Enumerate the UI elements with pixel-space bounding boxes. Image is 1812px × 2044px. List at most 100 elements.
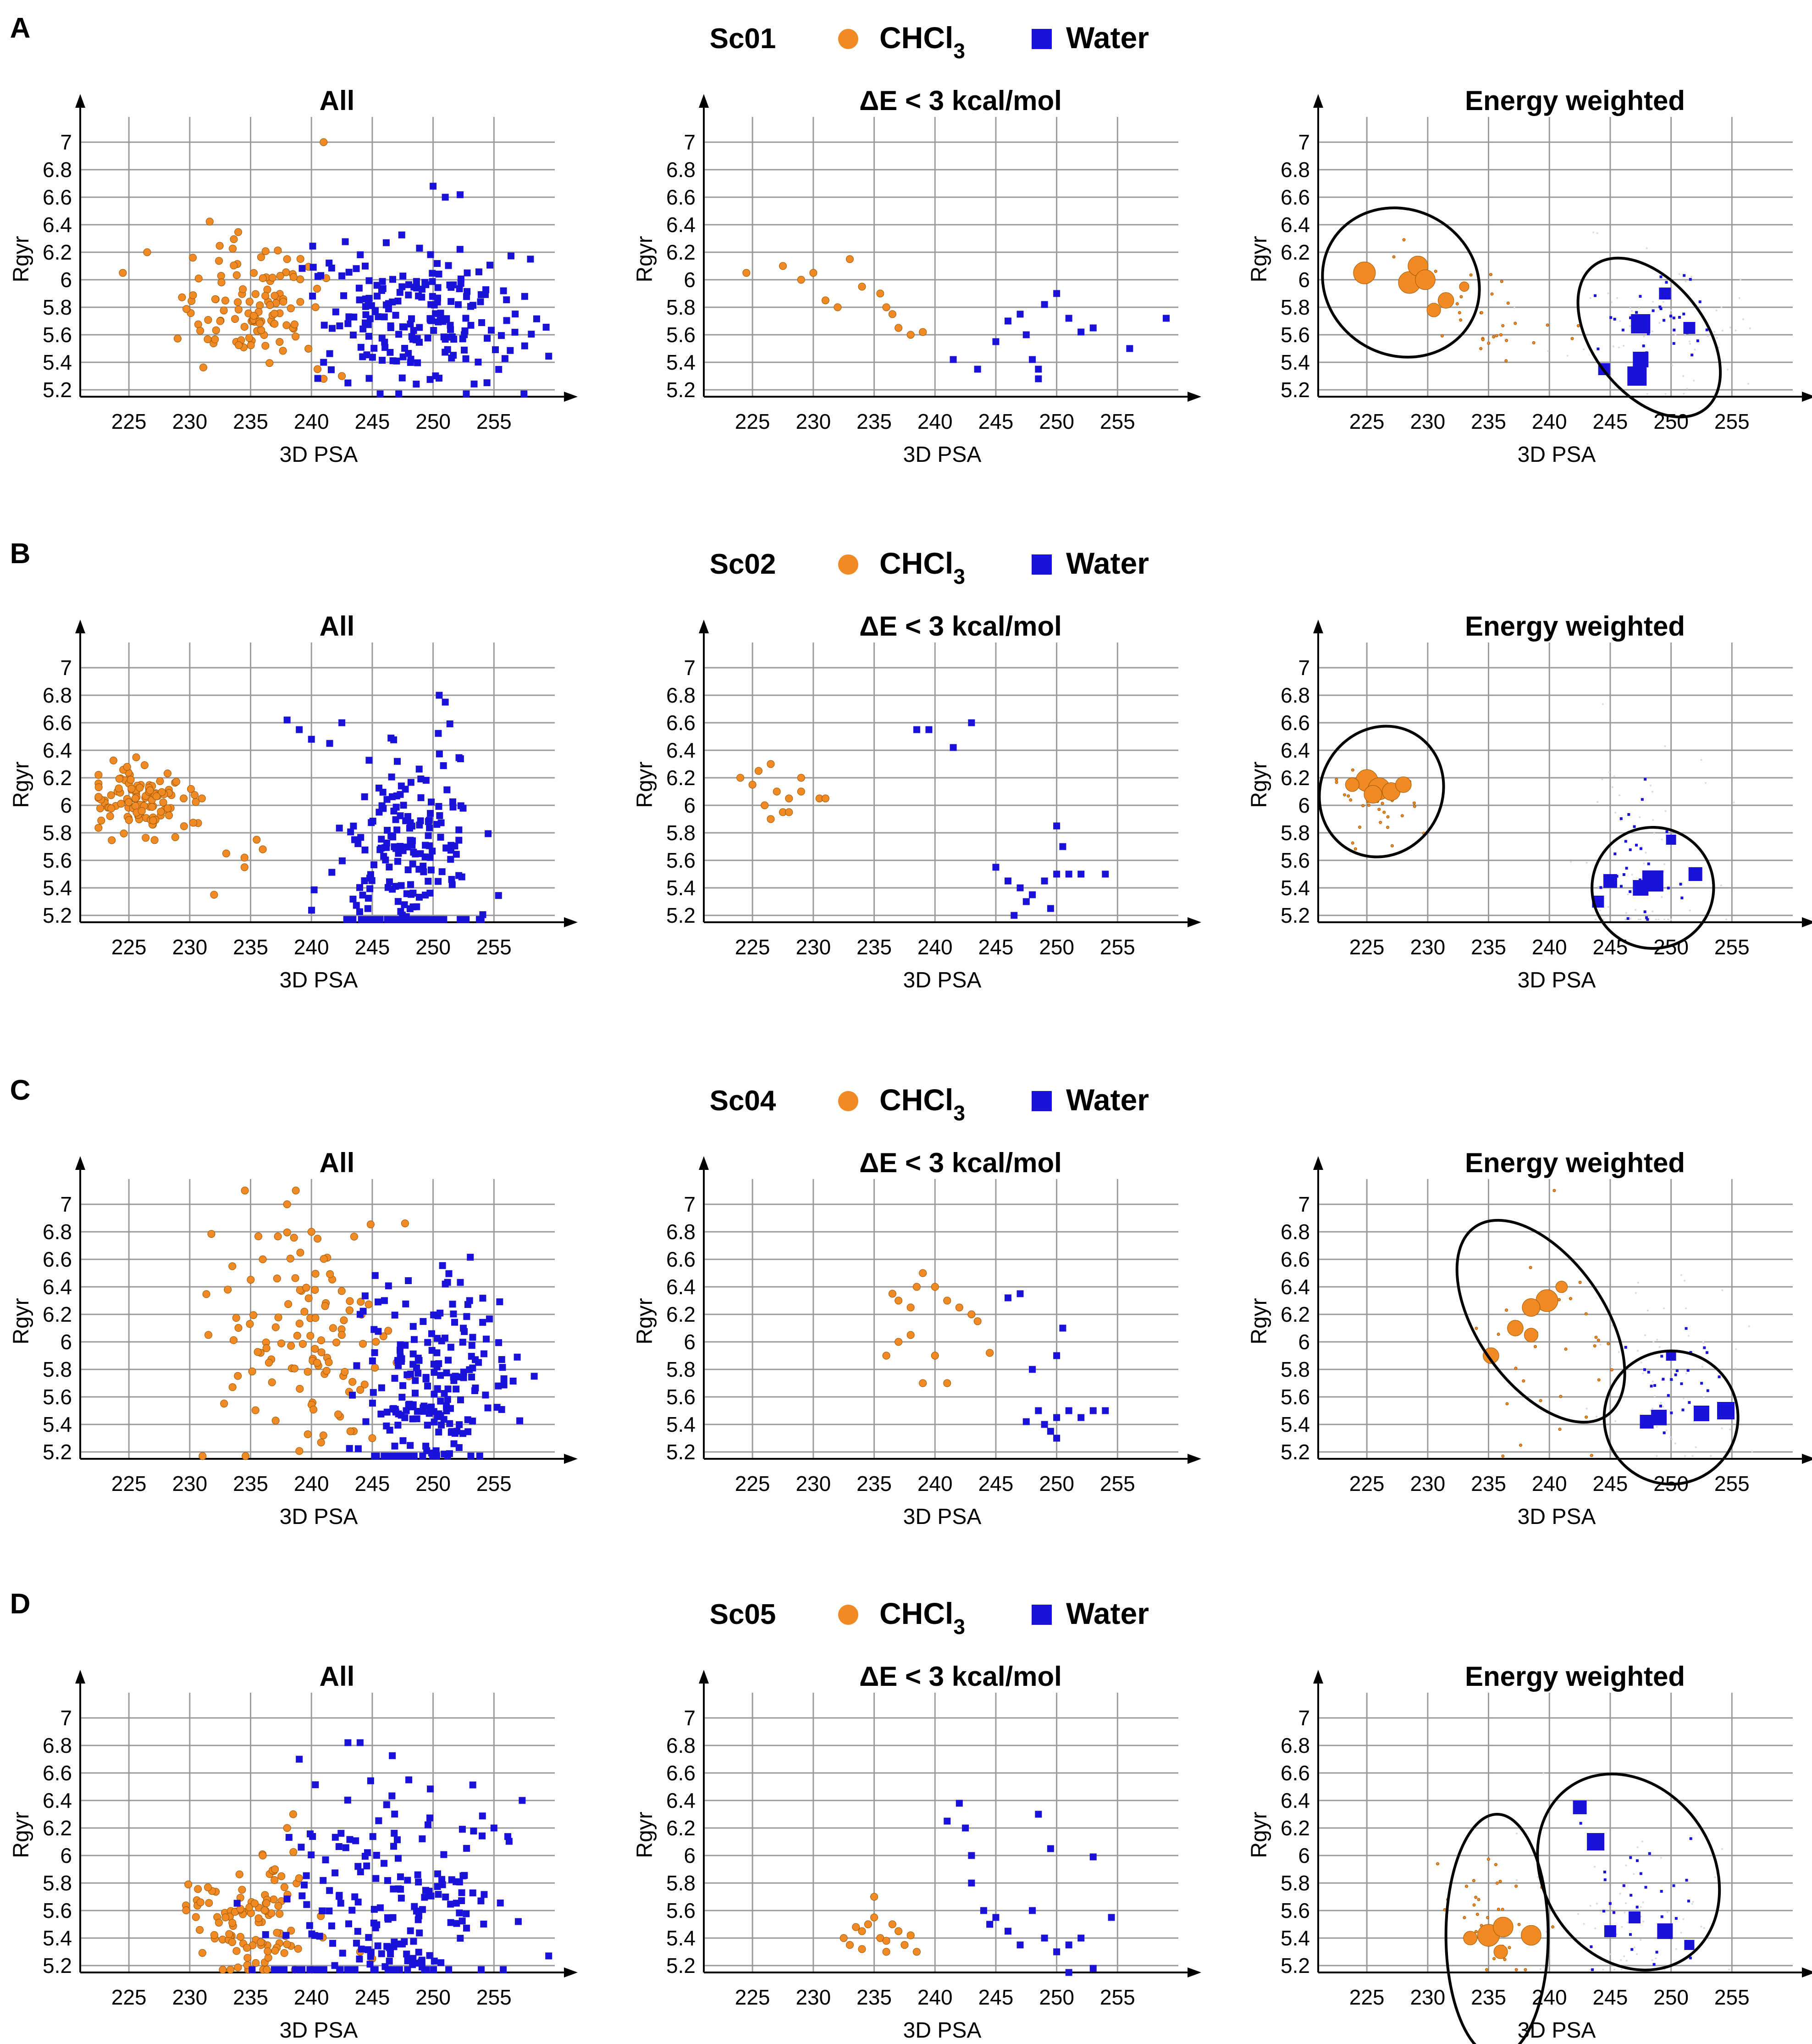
water-point <box>500 287 507 294</box>
chcl3-point <box>931 1352 939 1360</box>
water-point <box>950 356 957 363</box>
chcl3-point <box>247 341 255 349</box>
water-point <box>414 1407 421 1415</box>
chcl3-point <box>967 1310 976 1318</box>
y-tick-label: 6 <box>684 793 696 817</box>
chcl3-point <box>271 1323 280 1331</box>
chcl3-point <box>876 289 884 298</box>
y-tick-label: 5.8 <box>43 821 72 845</box>
chcl3-point <box>348 1378 357 1386</box>
legend-chcl3-subscript: 3 <box>953 1101 965 1125</box>
y-tick-label: 5.4 <box>666 350 696 374</box>
legend-chcl3-label: CHCl3 <box>879 21 965 63</box>
water-point <box>1665 830 1668 833</box>
chcl3-point <box>287 1342 295 1350</box>
water-point <box>503 317 510 324</box>
water-point <box>424 1422 431 1429</box>
water-point <box>283 716 291 724</box>
faint-point <box>1513 306 1515 309</box>
water-point <box>395 390 403 398</box>
chcl3-point <box>259 1851 267 1860</box>
chcl3-point <box>1492 1957 1496 1961</box>
water-point <box>1626 917 1630 920</box>
x-tick-label: 225 <box>1349 1985 1385 2009</box>
legend-chcl3-label: CHCl3 <box>879 1083 965 1125</box>
chcl3-point <box>252 1959 260 1967</box>
water-point <box>326 1887 333 1894</box>
chcl3-point <box>371 1363 379 1372</box>
chcl3-point <box>311 1345 319 1353</box>
water-point <box>349 1391 356 1399</box>
chcl3-point <box>1597 1338 1600 1342</box>
water-point <box>1687 1900 1690 1903</box>
chcl3-point <box>313 285 321 293</box>
water-point <box>338 272 346 280</box>
chcl3-point <box>107 791 115 799</box>
water-point <box>415 1357 423 1364</box>
chcl3-point <box>276 272 284 280</box>
chcl3-point <box>329 1324 337 1332</box>
water-point <box>404 866 412 874</box>
chcl3-weighted-point <box>1353 261 1376 284</box>
chcl3-point <box>257 1938 265 1946</box>
chcl3-point <box>304 1294 313 1302</box>
water-point <box>336 1966 343 1973</box>
chcl3-point <box>264 1954 272 1962</box>
subplot-title: Energy weighted <box>1465 1147 1685 1178</box>
chcl3-point <box>320 1255 328 1263</box>
chcl3-point <box>1490 292 1494 296</box>
cluster-ellipse <box>1321 206 1481 359</box>
y-tick-label: 5.8 <box>666 1871 696 1895</box>
chcl3-point <box>368 1434 376 1442</box>
water-point <box>442 349 449 356</box>
chcl3-point <box>1558 1428 1562 1431</box>
chcl3-point <box>243 1954 252 1962</box>
y-tick-label: 5.4 <box>1281 1413 1310 1436</box>
faint-point <box>1751 1451 1753 1453</box>
faint-point <box>1642 1921 1645 1923</box>
water-point <box>391 1312 398 1319</box>
water-point <box>412 1377 419 1384</box>
x-axis-arrow <box>1802 392 1812 402</box>
chcl3-point <box>1486 1857 1490 1861</box>
water-point <box>303 1872 310 1879</box>
x-tick-label: 245 <box>1593 1985 1628 2009</box>
water-point <box>1633 825 1636 828</box>
water-point <box>433 821 441 828</box>
water-point <box>309 243 316 250</box>
chcl3-point <box>204 316 212 324</box>
water-point <box>1059 1324 1066 1332</box>
chcl3-point <box>1505 1308 1508 1312</box>
water-point <box>467 1452 475 1460</box>
water-point <box>1660 1890 1663 1893</box>
chcl3-point <box>234 298 242 306</box>
water-point <box>1065 870 1072 878</box>
y-tick-label: 6.6 <box>1281 185 1310 209</box>
water-point <box>1579 1822 1582 1825</box>
chcl3-point <box>322 1367 331 1375</box>
water-point <box>1647 862 1650 865</box>
water-point <box>992 338 1000 345</box>
chcl3-point <box>338 372 346 380</box>
faint-point <box>1614 1420 1617 1422</box>
water-point <box>944 1817 951 1825</box>
water-point <box>369 1400 376 1407</box>
y-tick-label: 6.8 <box>666 683 696 707</box>
chcl3-point <box>249 311 258 320</box>
faint-point <box>1612 345 1614 348</box>
chcl3-weighted-point <box>1555 1280 1568 1293</box>
water-point <box>442 316 450 323</box>
chcl3-point <box>785 808 793 816</box>
chcl3-point <box>271 1946 279 1955</box>
water-point <box>356 1955 363 1963</box>
faint-point <box>1671 1438 1673 1440</box>
water-point <box>1022 331 1030 338</box>
chcl3-point <box>194 274 203 283</box>
water-point <box>365 757 373 764</box>
water-weighted-point <box>1651 1410 1667 1425</box>
water-point <box>435 375 442 382</box>
faint-point <box>1739 278 1741 281</box>
water-point <box>383 796 391 803</box>
faint-point <box>1536 1876 1539 1878</box>
water-point <box>1613 317 1616 321</box>
